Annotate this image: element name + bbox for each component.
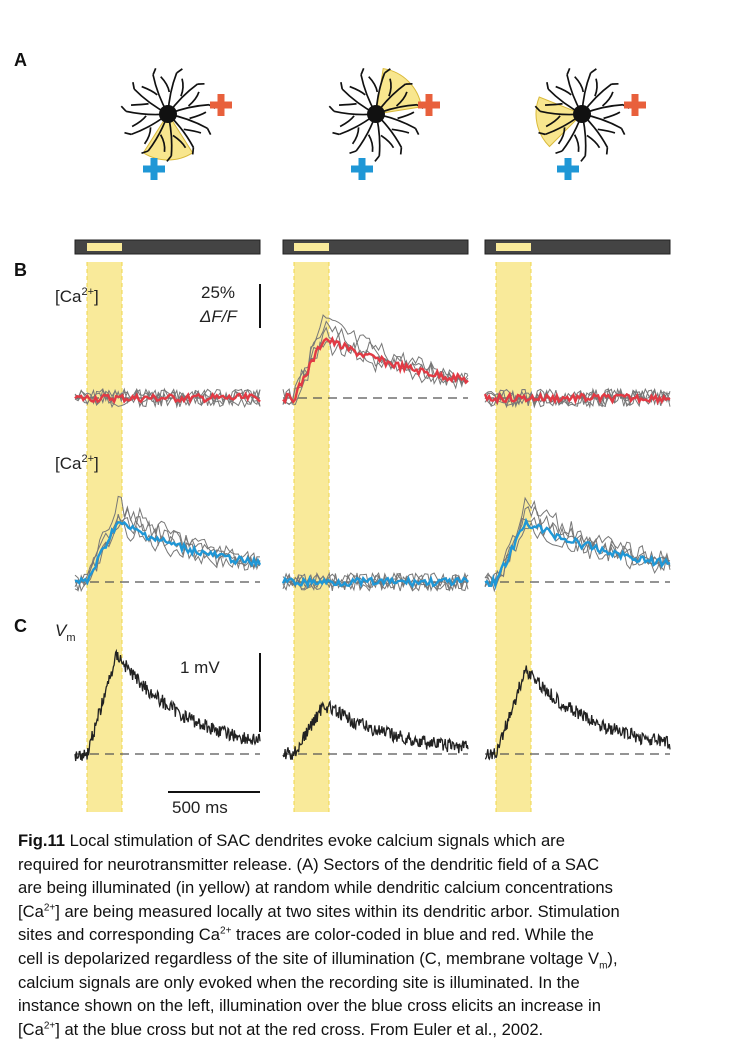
- stimulus-band-right: [496, 262, 531, 812]
- stimulus-bar-middle: [282, 239, 469, 255]
- figure-graphic: A B C [Ca2+] [Ca2+] 25% ΔF/F Vm 1 mV 500…: [14, 50, 671, 817]
- blue-cross-icon: [557, 158, 579, 180]
- single-trial-trace: [282, 572, 469, 592]
- vm-trace-panel-1: [74, 648, 261, 762]
- mean-trace: [74, 520, 262, 586]
- panel-letter-b: B: [14, 260, 27, 280]
- stimulus-bar-right: [484, 239, 671, 255]
- sac-cell-2: [328, 67, 440, 180]
- scale-percent-label: 25%: [201, 283, 235, 302]
- ca-red-panel-1: [74, 387, 261, 409]
- blue-cross-icon: [143, 158, 165, 180]
- trace-plots: [74, 314, 671, 762]
- stimulus-bar-middle-on: [294, 243, 329, 251]
- figure-caption: Fig.11 Local stimulation of SAC dendrite…: [18, 829, 732, 1041]
- ca-blue-panel-2: [281, 571, 469, 593]
- panel-letter-a: A: [14, 50, 27, 70]
- ca-red-panel-2: [282, 314, 469, 406]
- soma: [159, 105, 177, 123]
- single-trial-trace: [282, 571, 469, 592]
- single-trial-trace: [74, 507, 261, 592]
- caption-line-8: instance shown on the left, illumination…: [18, 996, 601, 1016]
- sac-cell-3: [534, 67, 646, 180]
- caption-line-9: [Ca2+] at the blue cross but not at the …: [18, 1019, 544, 1039]
- scale-dff-label: ΔF/F: [199, 307, 239, 326]
- vm-label: Vm: [55, 621, 76, 644]
- stimulus-bar-right-on: [496, 243, 531, 251]
- mean-trace: [483, 391, 671, 406]
- red-cross-icon: [418, 94, 440, 116]
- mean-trace: [484, 517, 671, 590]
- vm-trace-panel-3: [484, 665, 671, 761]
- caption-line-2: required for neurotransmitter release. (…: [18, 854, 600, 874]
- red-cross-icon: [210, 94, 232, 116]
- caption-line-3: are being illuminated (in yellow) at ran…: [18, 878, 613, 898]
- single-trial-trace: [74, 387, 261, 409]
- mean-trace: [74, 391, 261, 405]
- caption-line-4: [Ca2+] are being measured locally at two…: [18, 901, 620, 921]
- ca-label-red: [Ca2+]: [55, 286, 99, 306]
- mean-trace: [281, 574, 469, 589]
- mean-trace: [282, 335, 469, 405]
- stimulus-highlights: [86, 262, 532, 812]
- soma: [573, 105, 591, 123]
- single-trial-trace: [74, 521, 261, 588]
- single-trial-trace: [282, 326, 469, 405]
- red-cross-icon: [624, 94, 646, 116]
- scale-mv-label: 1 mV: [180, 658, 220, 677]
- single-trial-trace: [484, 387, 671, 409]
- vm-trace-panel-2: [282, 699, 469, 760]
- panel-letter-c: C: [14, 616, 27, 636]
- soma: [367, 105, 385, 123]
- caption-line-1: Local stimulation of SAC dendrites evoke…: [65, 831, 565, 850]
- ca-blue-panel-3: [484, 496, 671, 593]
- single-trial-trace: [484, 387, 671, 409]
- sac-cell-1: [120, 67, 232, 180]
- single-trial-trace: [74, 495, 261, 592]
- scale-ms-label: 500 ms: [172, 798, 228, 817]
- ca-blue-panel-1: [74, 495, 262, 593]
- caption-title: Fig.11: [18, 831, 66, 850]
- stimulus-timeline-bars: [74, 239, 671, 255]
- blue-cross-icon: [351, 158, 373, 180]
- caption-line-7: calcium signals are only evoked when the…: [18, 972, 580, 992]
- ca-label-blue: [Ca2+]: [55, 453, 99, 473]
- caption-line-6: cell is depolarized regardless of the si…: [18, 948, 618, 972]
- ca-red-panel-3: [483, 387, 671, 409]
- caption-line-5: sites and corresponding Ca2+ traces are …: [18, 925, 594, 945]
- stimulus-bar-left-on: [87, 243, 122, 251]
- single-trial-trace: [282, 572, 469, 592]
- sac-cell-diagrams: [120, 67, 646, 180]
